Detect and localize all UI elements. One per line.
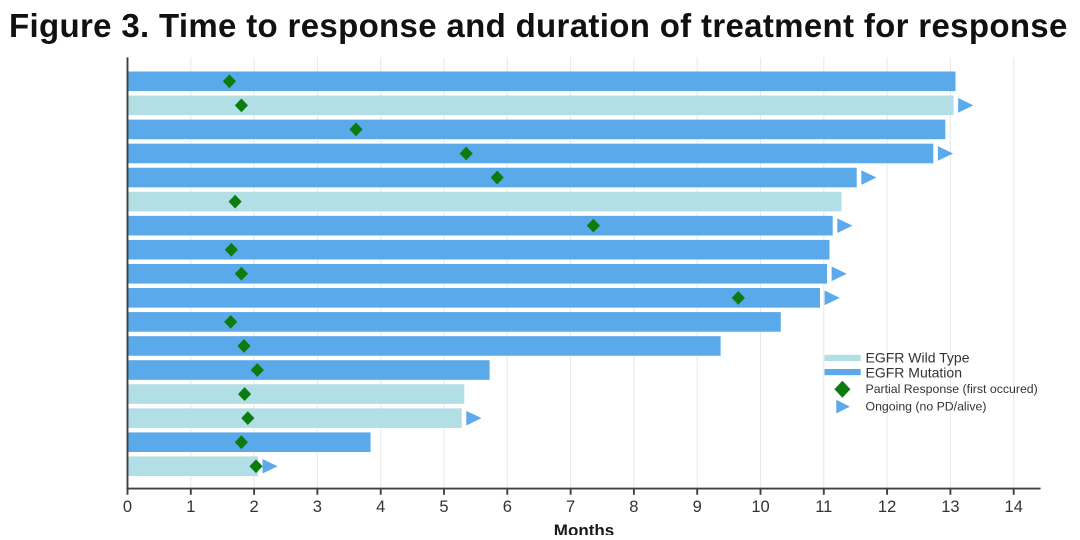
svg-text:12: 12 (878, 498, 896, 516)
svg-text:EGFR Wild Type: EGFR Wild Type (866, 349, 970, 365)
svg-text:11: 11 (815, 498, 832, 516)
svg-text:4: 4 (376, 498, 385, 516)
svg-text:1: 1 (186, 498, 195, 516)
svg-text:14: 14 (1005, 498, 1023, 516)
svg-text:3: 3 (313, 498, 322, 516)
svg-text:10: 10 (751, 498, 769, 516)
svg-text:7: 7 (566, 498, 575, 516)
svg-text:0: 0 (123, 498, 132, 516)
svg-text:2: 2 (250, 498, 259, 516)
svg-text:13: 13 (941, 498, 959, 516)
svg-text:8: 8 (629, 498, 638, 516)
svg-text:9: 9 (693, 498, 702, 516)
svg-text:6: 6 (503, 498, 512, 516)
svg-text:Partial Response (first occure: Partial Response (first occured) (866, 382, 1038, 396)
svg-text:EGFR Mutation: EGFR Mutation (866, 365, 962, 381)
svg-text:Months: Months (554, 521, 614, 535)
svg-text:5: 5 (439, 498, 448, 516)
svg-text:Ongoing (no PD/alive): Ongoing (no PD/alive) (866, 400, 987, 414)
